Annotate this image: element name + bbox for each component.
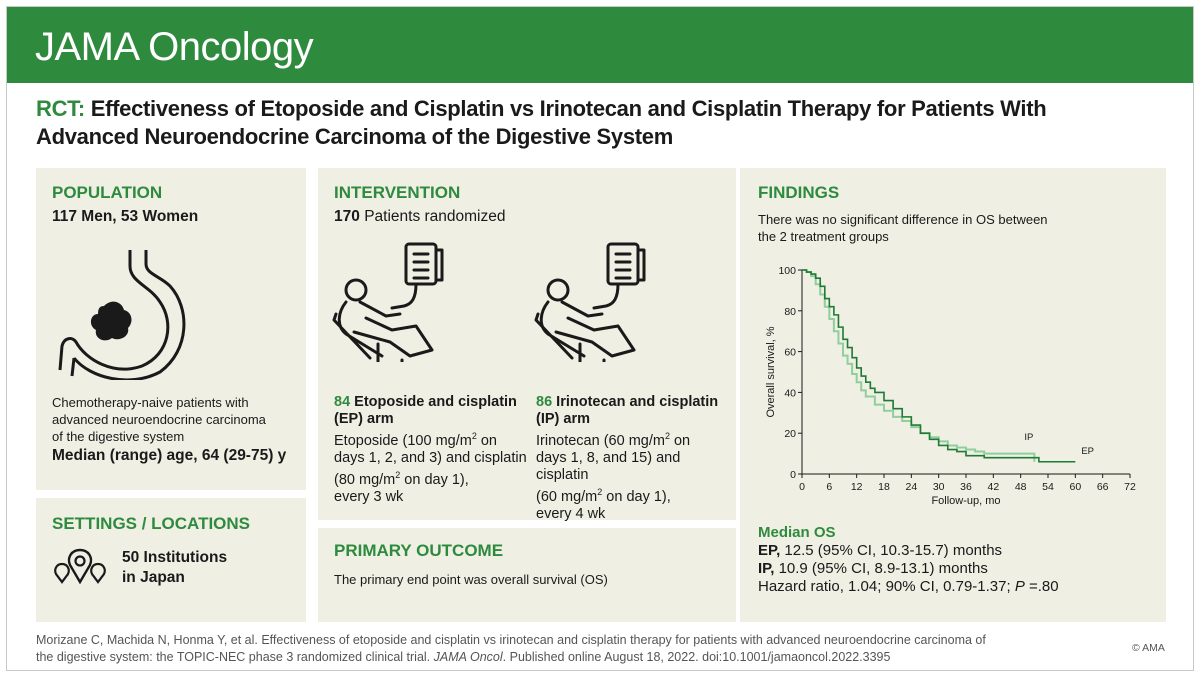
median-ep-label: EP, [758,542,781,559]
intervention-panel: INTERVENTION 170 Patients randomized [318,168,736,523]
ip-detail-3b: on day 1), [602,488,671,505]
intervention-total-n: 170 [334,208,360,225]
settings-panel: SETTINGS / LOCATIONS 50 Institutions in … [36,498,306,622]
citation-part-1: Morizane C, Machida N, Honma Y, et al. E… [36,633,986,647]
population-age: Median (range) age, 64 (29-75) y [52,447,287,464]
findings-heading: FINDINGS [758,183,840,202]
survival-line-ip [802,269,1036,462]
ep-name-2: (EP) arm [334,411,394,427]
intervention-total-label: Patients randomized [364,208,506,225]
ip-detail-1a: Irinotecan (60 mg/m [536,432,665,449]
ip-detail-2: days 1, 8, and 15) and cisplatin [536,449,681,483]
intervention-heading: INTERVENTION [334,183,461,202]
x-tick-label: 54 [1042,481,1054,493]
findings-panel: FINDINGS There was no significant differ… [740,168,1166,622]
hazard-ratio-text: Hazard ratio, 1.04; 90% CI, 0.79-1.37; [758,578,1015,595]
p-label: P [1014,578,1025,595]
ep-name-1: Etoposide and cisplatin [354,394,517,410]
ep-detail-2: days 1, 2, and 3) and cisplatin [334,449,527,466]
location-pin-icon [54,548,106,585]
median-ip-text: 10.9 (95% CI, 8.9-13.1) months [774,560,988,577]
outcome-heading: PRIMARY OUTCOME [334,541,504,560]
x-axis-label: Follow-up, mo [931,495,1000,507]
infusion-chair-icon [534,242,646,362]
ip-n: 86 [536,394,553,410]
citation-part-2b: . Published online August 18, 2022. doi:… [502,650,891,664]
x-tick-label: 0 [799,481,805,493]
ep-n: 84 [334,394,351,410]
infusion-chair-icon [332,242,444,362]
x-tick-label: 6 [826,481,832,493]
ip-name-2: (IP) arm [536,411,590,427]
page-title: RCT: Effectiveness of Etoposide and Cisp… [36,95,1156,151]
title-tag: RCT: [36,96,85,121]
stomach-icon [58,250,186,380]
median-os-heading: Median OS [758,524,836,541]
ep-detail-3a: (80 mg/m [334,471,396,488]
y-tick-label: 0 [790,469,796,481]
survival-chart: 0 20 40 60 80 100 0 6 12 18 24 30 36 42 48 54 60 66 72 Foll… [765,265,1136,507]
ep-detail-1b: on [476,432,498,449]
survival-line-ep [802,269,1076,463]
population-desc-3: of the digestive system [52,429,185,444]
ep-detail-4: every 3 wk [334,488,404,505]
population-heading: POPULATION [52,183,163,202]
x-tick-label: 30 [933,481,945,493]
ip-sup-2: 2 [597,486,603,497]
ip-detail-1b: on [669,432,691,449]
y-tick-label: 20 [784,428,796,440]
ip-name-1: Irinotecan and cisplatin [556,394,719,410]
x-tick-label: 42 [987,481,999,493]
ep-sup-1: 2 [471,431,477,441]
ep-detail-3b: on day 1), [400,471,469,488]
x-tick-label: 24 [905,481,917,493]
y-tick-label: 100 [778,265,796,277]
population-panel: POPULATION 117 Men, 53 Women Chemotherap… [36,168,306,490]
title-line-2: Advanced Neuroendocrine Carcinoma of the… [36,124,673,149]
journal-header: JAMA Oncology [7,7,1193,83]
x-tick-label: 36 [960,481,972,493]
ip-detail-4: every 4 wk [536,505,606,522]
series-label-ep: EP [1081,446,1094,457]
findings-text-2: the 2 treatment groups [758,229,889,244]
findings-text-1: There was no significant difference in O… [758,212,1048,227]
series-label-ip: IP [1024,432,1033,443]
settings-line-1: 50 Institutions [122,549,228,566]
settings-line-2: in Japan [122,569,185,586]
y-tick-label: 60 [784,347,796,359]
outcome-text: The primary end point was overall surviv… [334,572,608,587]
ep-detail-1a: Etoposide (100 mg/m [334,432,472,449]
y-tick-label: 80 [784,306,796,318]
ep-arm: 84 Etoposide and cisplatin (EP) arm Etop… [334,394,527,506]
ip-detail-3a: (60 mg/m [536,488,598,505]
population-desc-2: advanced neuroendocrine carcinoma [52,412,266,427]
settings-heading: SETTINGS / LOCATIONS [52,514,251,533]
x-tick-label: 66 [1097,481,1109,493]
citation: Morizane C, Machida N, Honma Y, et al. E… [36,632,1116,666]
x-tick-label: 12 [851,481,863,493]
x-tick-label: 18 [878,481,890,493]
x-tick-label: 60 [1069,481,1081,493]
median-ep-text: 12.5 (95% CI, 10.3-15.7) months [780,542,1003,559]
journal-brand: JAMA Oncology [35,25,314,69]
population-desc-1: Chemotherapy-naive patients with [52,395,249,410]
y-tick-label: 40 [784,387,796,399]
citation-part-2a: the digestive system: the TOPIC-NEC phas… [36,650,434,664]
p-text: =.80 [1024,578,1059,595]
copyright: © AMA [1132,642,1165,654]
outcome-panel: PRIMARY OUTCOME The primary end point wa… [318,528,736,622]
ip-sup-1: 2 [664,431,670,441]
population-counts: 117 Men, 53 Women [52,208,199,225]
median-ip-label: IP, [758,560,775,577]
citation-journal: JAMA Oncol [433,650,503,664]
x-tick-label: 72 [1124,481,1136,493]
median-os: Median OS EP, 12.5 (95% CI, 10.3-15.7) m… [758,524,1059,596]
x-tick-label: 48 [1015,481,1027,493]
ep-sup-2: 2 [395,469,401,480]
ip-arm: 86 Irinotecan and cisplatin (IP) arm Iri… [536,394,736,523]
title-line-1: Effectiveness of Etoposide and Cisplatin… [90,96,1047,121]
intervention-total: 170 Patients randomized [334,208,506,226]
y-axis-label: Overall survival, % [765,326,777,417]
